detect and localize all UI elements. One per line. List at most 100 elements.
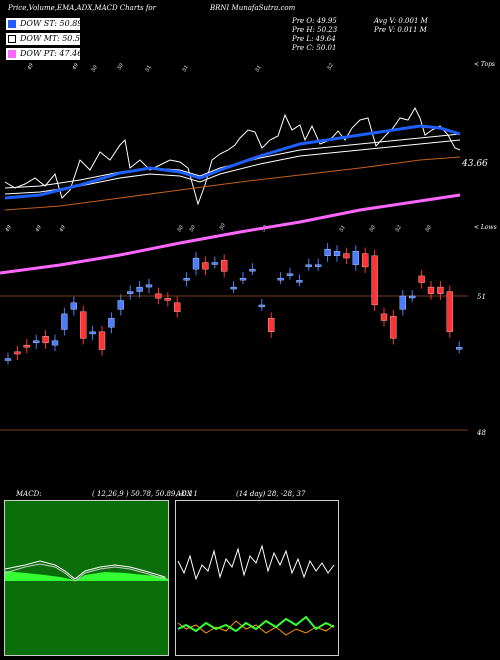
candle-body [155, 293, 162, 299]
adx-panel [175, 500, 339, 656]
candle-body [221, 260, 228, 272]
top-price-line [4, 106, 461, 206]
candle-body [409, 295, 416, 299]
candles-group [4, 243, 463, 365]
candle-body [192, 257, 200, 270]
low-label: 49 [58, 224, 67, 234]
price-marker-label: 43.66 [461, 159, 488, 169]
candle-body [333, 251, 341, 256]
top-label: 50 [117, 62, 126, 71]
lows-label: < Lows [474, 224, 497, 231]
legend-label-st: DOW ST: 50.89 [20, 19, 83, 28]
top-labels: 49 49 50 50 51 51 51 52 [26, 62, 335, 73]
avg-volume-value: Avg V: 0.001 M [374, 17, 428, 25]
plus-di-line [177, 620, 335, 636]
low-label: 49 [4, 224, 13, 234]
legend-swatch-mt [8, 35, 16, 43]
low-label: 51 [339, 224, 347, 233]
mt-line-upper [4, 133, 461, 189]
candle-body [117, 300, 124, 310]
long-ema-line [4, 156, 461, 211]
low-label: 50 [177, 224, 186, 233]
candle-body [42, 336, 49, 344]
adx-chart [177, 544, 335, 636]
macd-chart [5, 501, 168, 655]
candle-body [315, 264, 322, 267]
macd-panel [4, 500, 169, 656]
adx-label: ADX [176, 490, 192, 498]
candle-body [390, 315, 397, 339]
low-label: 50 [219, 222, 228, 231]
top-label: 49 [71, 62, 80, 72]
macd-values: ( 12,26,9 ) 50.78, 50.89, -0.11 [92, 490, 198, 498]
low-label: 52 [395, 224, 403, 233]
candle-body [174, 302, 181, 312]
candle-body [145, 284, 153, 288]
candle-body [380, 313, 388, 321]
price-chart: 51 48 < Tops < Lows 43.66 49 49 50 50 51… [0, 61, 497, 437]
candle-body [183, 277, 190, 281]
candle-body [296, 280, 303, 283]
macd-histogram [5, 571, 168, 581]
top-label: 49 [26, 62, 35, 72]
candle-body [98, 331, 106, 350]
candle-body [51, 340, 59, 346]
legend-swatch-st [8, 20, 16, 28]
mt-line-lower [4, 139, 461, 195]
candle-body [136, 286, 143, 292]
candle-body [239, 277, 247, 281]
top-label: 51 [255, 64, 263, 73]
tops-label: < Tops [474, 61, 495, 68]
chart-title: Price,Volume,EMA,ADX,MACD Charts for [8, 4, 156, 12]
adx-line [177, 544, 335, 581]
candle-body [14, 351, 21, 355]
candle-body [362, 253, 369, 268]
candle-body [202, 262, 209, 270]
macd-label: MACD: [16, 490, 42, 498]
candle-body [23, 344, 30, 348]
level-48-label: 48 [476, 429, 486, 437]
candle-body [33, 340, 40, 344]
st-line [4, 124, 461, 200]
legend-dow-mt: DOW MT: 50.59 [6, 33, 85, 45]
low-label: 49 [34, 224, 43, 234]
low-value: Pre L: 49.64 [292, 35, 336, 43]
macd-line [5, 560, 166, 580]
legend-label-mt: DOW MT: 50.59 [20, 34, 86, 43]
candle-body [89, 331, 96, 335]
candle-body [61, 313, 68, 330]
candle-body [371, 255, 378, 306]
symbol-label: BRNI MunafaSutra.com [210, 4, 296, 12]
pt-line [0, 193, 461, 275]
candle-body [324, 248, 331, 256]
candle-body [418, 275, 425, 283]
legend-dow-pt: DOW PT: 47.46 [6, 48, 83, 60]
candle-body [437, 286, 444, 294]
low-label: 50 [369, 224, 378, 233]
legend-label-pt: DOW PT: 47.46 [20, 49, 83, 58]
low-label: 50 [425, 224, 434, 233]
open-value: Pre O: 49.95 [292, 17, 337, 25]
top-label: 50 [91, 64, 100, 73]
candle-body [127, 291, 134, 294]
candle-body [164, 298, 171, 301]
candle-body [230, 286, 237, 290]
candle-body [277, 277, 284, 281]
candle-body [258, 304, 265, 308]
candle-body [4, 358, 12, 361]
candle-body [286, 273, 294, 276]
macd-signal [5, 563, 166, 582]
top-label: 51 [145, 64, 153, 73]
adx-values: (14 day) 28, -28, 37 [236, 490, 306, 498]
low-labels: 49 49 49 50 50 50 50 51 50 52 50 [4, 222, 433, 234]
candle-body [108, 318, 115, 328]
legend-swatch-pt [8, 50, 16, 58]
candle-body [70, 302, 77, 310]
candle-body [249, 269, 256, 272]
candle-body [211, 262, 218, 265]
candle-body [446, 291, 453, 332]
level-51-label: 51 [477, 293, 486, 301]
close-value: Pre C: 50.01 [292, 44, 337, 52]
candle-body [456, 347, 463, 350]
candle-body [305, 264, 312, 267]
